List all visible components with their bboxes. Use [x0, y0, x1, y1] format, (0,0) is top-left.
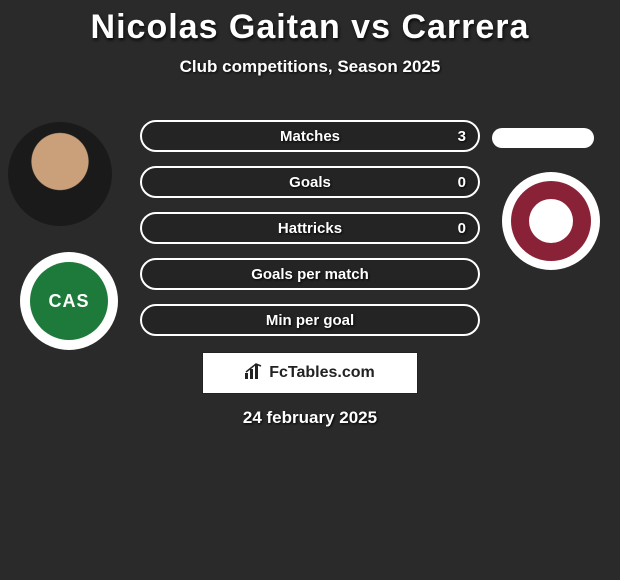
stat-label: Matches: [280, 128, 340, 145]
stat-label: Hattricks: [278, 220, 342, 237]
stat-label: Goals per match: [251, 266, 369, 283]
stats-container: Matches 3 Goals 0 Hattricks 0 Goals per …: [140, 120, 480, 350]
club-left-initials: CAS: [30, 262, 108, 340]
generation-date: 24 february 2025: [0, 408, 620, 428]
stat-label: Min per goal: [266, 312, 354, 329]
stat-row-goals: Goals 0: [140, 166, 480, 198]
watermark: FcTables.com: [202, 352, 418, 394]
club-right-badge: [502, 172, 600, 270]
watermark-text: FcTables.com: [269, 364, 375, 382]
stat-right-value: 0: [458, 220, 466, 237]
stat-label: Goals: [289, 174, 331, 191]
stat-row-matches: Matches 3: [140, 120, 480, 152]
avatar-face-placeholder: [8, 122, 112, 226]
page-title: Nicolas Gaitan vs Carrera: [0, 0, 620, 47]
stat-row-min-per-goal: Min per goal: [140, 304, 480, 336]
player-left-avatar: [8, 122, 112, 226]
stat-row-goals-per-match: Goals per match: [140, 258, 480, 290]
stat-row-hattricks: Hattricks 0: [140, 212, 480, 244]
club-right-ring: [511, 181, 591, 261]
club-right-core: [529, 199, 573, 243]
player-right-avatar: [492, 128, 594, 148]
stat-right-value: 0: [458, 174, 466, 191]
page-subtitle: Club competitions, Season 2025: [0, 57, 620, 77]
club-left-badge: CAS: [20, 252, 118, 350]
stat-right-value: 3: [458, 128, 466, 145]
chart-icon: [245, 363, 263, 384]
